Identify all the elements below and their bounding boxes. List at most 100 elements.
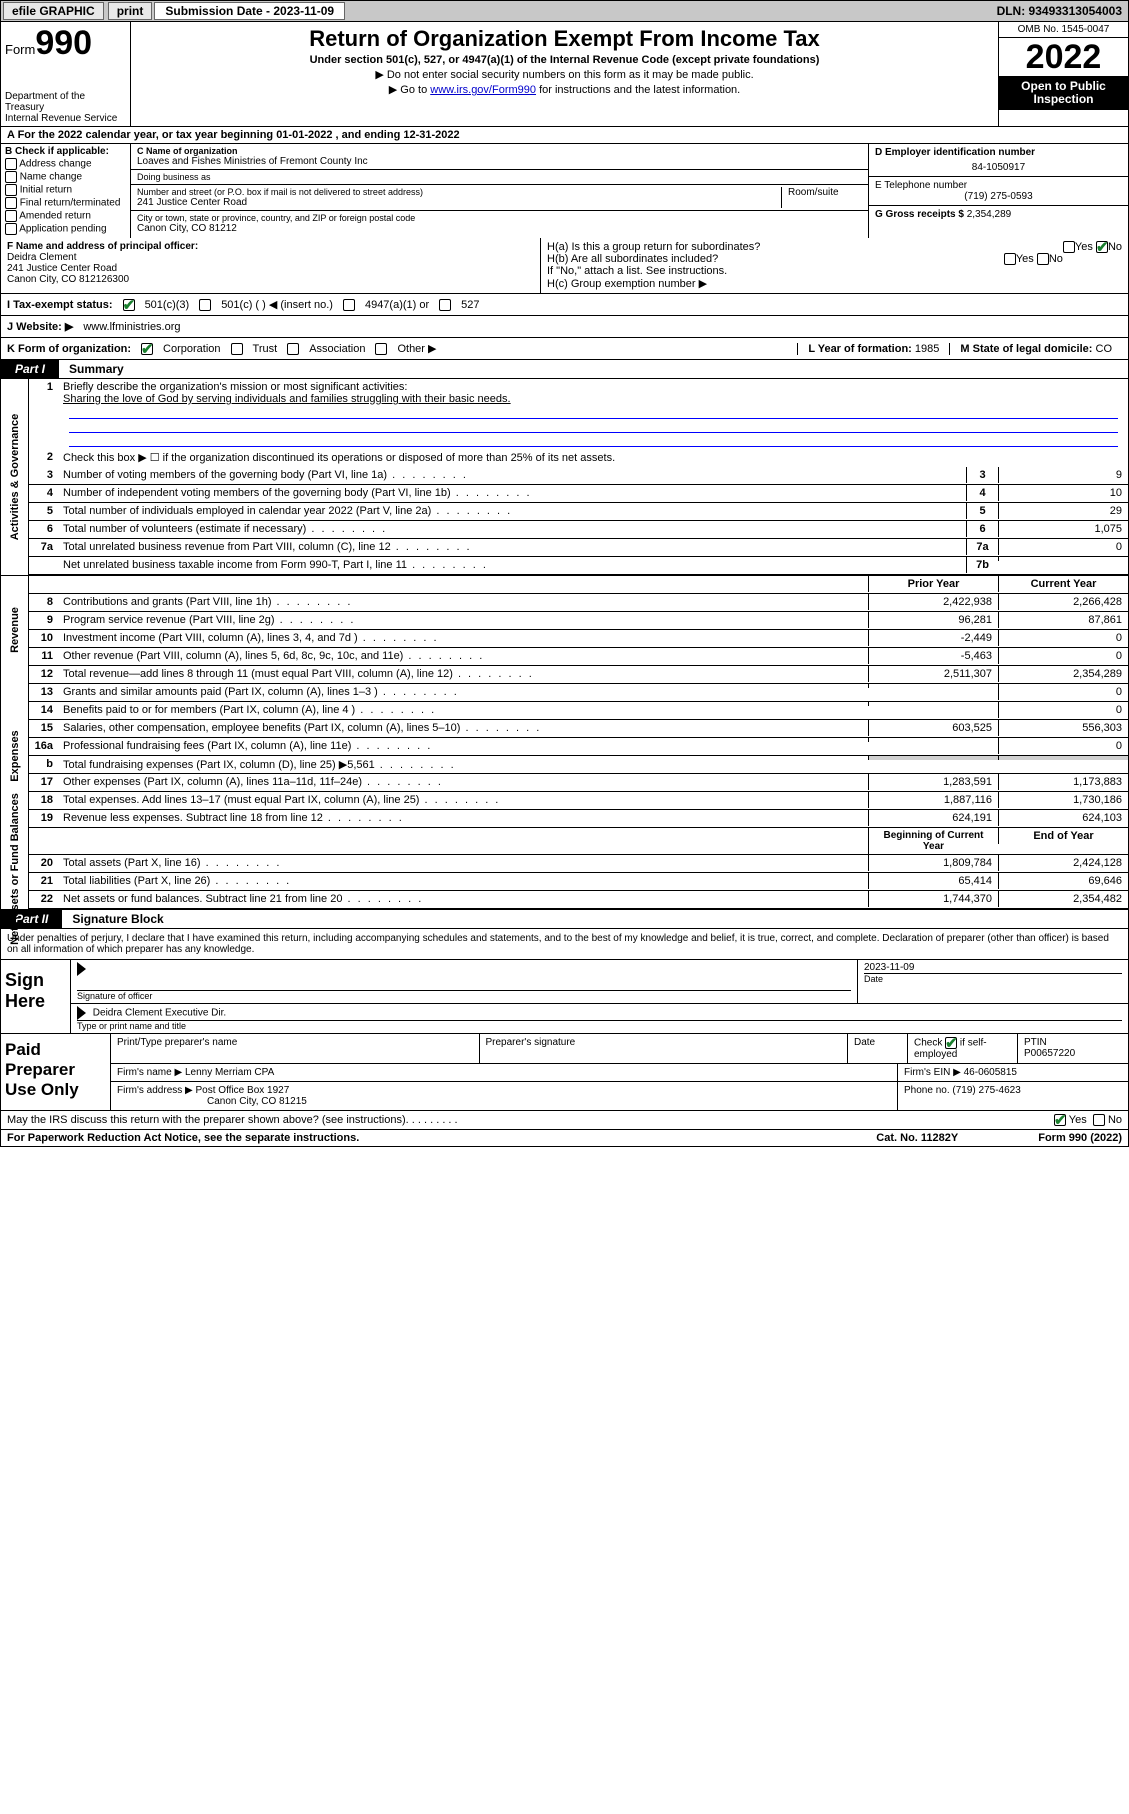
table-row: 12Total revenue—add lines 8 through 11 (… [29, 666, 1128, 684]
firm-name: Lenny Merriam CPA [185, 1067, 274, 1078]
gov-line: 5Total number of individuals employed in… [29, 503, 1128, 521]
chk-501c[interactable] [199, 299, 211, 311]
sig-officer-label: Signature of officer [77, 990, 851, 1001]
irs-label: Internal Revenue Service [5, 113, 126, 124]
ein-value: 84-1050917 [875, 158, 1122, 173]
table-row: 10Investment income (Part VIII, column (… [29, 630, 1128, 648]
chk-name-change[interactable]: Name change [5, 171, 126, 183]
paid-preparer-block: Paid Preparer Use Only Print/Type prepar… [0, 1034, 1129, 1111]
chk-501c3[interactable] [123, 299, 135, 311]
col-d-ids: D Employer identification number 84-1050… [868, 144, 1128, 238]
chk-self-employed[interactable] [945, 1037, 957, 1049]
gov-line: 6Total number of volunteers (estimate if… [29, 521, 1128, 539]
print-button[interactable]: print [108, 2, 153, 20]
dept-treasury: Department of the Treasury [5, 91, 126, 113]
form-word: Form [5, 42, 35, 57]
chk-initial-return[interactable]: Initial return [5, 184, 126, 196]
state-domicile: CO [1096, 343, 1113, 355]
submission-date: Submission Date - 2023-11-09 [154, 2, 345, 20]
tel-label: E Telephone number [875, 180, 1122, 191]
hdr-end-year: End of Year [998, 828, 1128, 844]
table-row: 19Revenue less expenses. Subtract line 1… [29, 810, 1128, 828]
hdr-prior-year: Prior Year [868, 576, 998, 592]
page-footer: For Paperwork Reduction Act Notice, see … [0, 1130, 1129, 1147]
section-bcd: B Check if applicable: Address change Na… [0, 144, 1129, 238]
officer-name: Deidra Clement [7, 252, 76, 263]
hdr-beg-year: Beginning of Current Year [868, 828, 998, 854]
gov-line: 3Number of voting members of the governi… [29, 467, 1128, 485]
officer-addr2: Canon City, CO 812126300 [7, 274, 129, 285]
perjury-statement: Under penalties of perjury, I declare th… [0, 929, 1129, 960]
officer-addr1: 241 Justice Center Road [7, 263, 117, 274]
room-suite-label: Room/suite [782, 187, 862, 208]
chk-4947[interactable] [343, 299, 355, 311]
dln: DLN: 93493313054003 [997, 4, 1128, 18]
h-b-note: If "No," attach a list. See instructions… [547, 265, 1122, 277]
chk-discuss-yes[interactable] [1054, 1114, 1066, 1126]
city-value: Canon City, CO 81212 [137, 223, 862, 234]
row-i-tax-status: I Tax-exempt status: 501(c)(3) 501(c) ( … [0, 294, 1129, 316]
sig-date-value: 2023-11-09 [864, 962, 1122, 973]
chk-trust[interactable] [231, 343, 243, 355]
form-number: 990 [35, 24, 92, 62]
chk-address-change[interactable]: Address change [5, 158, 126, 170]
gov-line: 4Number of independent voting members of… [29, 485, 1128, 503]
paid-preparer-label: Paid Preparer Use Only [1, 1034, 111, 1110]
form-subtitle-1: Under section 501(c), 527, or 4947(a)(1)… [139, 54, 990, 66]
paperwork-notice: For Paperwork Reduction Act Notice, see … [7, 1132, 359, 1144]
chk-discuss-no[interactable] [1093, 1114, 1105, 1126]
efile-label: efile GRAPHIC [3, 2, 104, 20]
sign-here-block: Sign Here Signature of officer 2023-11-0… [0, 960, 1129, 1034]
gov-vlabel: Activities & Governance [9, 414, 21, 541]
chk-amended-return[interactable]: Amended return [5, 210, 126, 222]
part2-header: Part II Signature Block [0, 910, 1129, 929]
prep-date-hdr: Date [848, 1034, 908, 1063]
sign-here-label: Sign Here [1, 960, 71, 1033]
part2-title: Signature Block [62, 912, 163, 926]
table-row: 8Contributions and grants (Part VIII, li… [29, 594, 1128, 612]
gov-line: 7aTotal unrelated business revenue from … [29, 539, 1128, 557]
gross-label: G Gross receipts $ [875, 209, 964, 220]
h-c-row: H(c) Group exemption number ▶ [547, 277, 1122, 290]
table-row: 22Net assets or fund balances. Subtract … [29, 891, 1128, 909]
chk-527[interactable] [439, 299, 451, 311]
firm-phone: (719) 275-4623 [952, 1085, 1020, 1096]
prep-self-employed: Check if self-employed [908, 1034, 1018, 1063]
table-row: 16aProfessional fundraising fees (Part I… [29, 738, 1128, 756]
form-subtitle-2: ▶ Do not enter social security numbers o… [139, 68, 990, 81]
firm-addr1: Post Office Box 1927 [196, 1085, 290, 1096]
chk-other[interactable] [375, 343, 387, 355]
table-row: 15Salaries, other compensation, employee… [29, 720, 1128, 738]
street-value: 241 Justice Center Road [137, 197, 775, 208]
table-row: 17Other expenses (Part IX, column (A), l… [29, 774, 1128, 792]
section-expenses: Expenses 13Grants and similar amounts pa… [0, 684, 1129, 828]
q1-label: Briefly describe the organization's miss… [63, 381, 407, 393]
chk-corporation[interactable] [141, 343, 153, 355]
form990-link[interactable]: www.irs.gov/Form990 [430, 84, 536, 96]
city-label: City or town, state or province, country… [137, 213, 862, 223]
part1-tag: Part I [1, 360, 59, 378]
row-f-h: F Name and address of principal officer:… [0, 238, 1129, 294]
chk-association[interactable] [287, 343, 299, 355]
table-row: 18Total expenses. Add lines 13–17 (must … [29, 792, 1128, 810]
h-a-row: H(a) Is this a group return for subordin… [547, 241, 1122, 253]
part1-header: Part I Summary [0, 360, 1129, 379]
table-row: 9Program service revenue (Part VIII, lin… [29, 612, 1128, 630]
table-row: 11Other revenue (Part VIII, column (A), … [29, 648, 1128, 666]
omb-number: OMB No. 1545-0047 [999, 22, 1128, 38]
table-row: 13Grants and similar amounts paid (Part … [29, 684, 1128, 702]
website-value: www.lfministries.org [83, 321, 180, 333]
firm-addr2: Canon City, CO 81215 [117, 1096, 307, 1107]
form-header: Form990 Department of the Treasury Inter… [0, 22, 1129, 127]
chk-final-return[interactable]: Final return/terminated [5, 197, 126, 209]
table-row: bTotal fundraising expenses (Part IX, co… [29, 756, 1128, 774]
q1-mission: Sharing the love of God by serving indiv… [63, 393, 511, 405]
line-a-tax-year: A For the 2022 calendar year, or tax yea… [0, 127, 1129, 144]
section-net-assets: Net Assets or Fund Balances Beginning of… [0, 828, 1129, 910]
ptin-value: P00657220 [1024, 1048, 1122, 1059]
gov-line: Net unrelated business taxable income fr… [29, 557, 1128, 575]
discuss-question: May the IRS discuss this return with the… [7, 1114, 406, 1126]
chk-application-pending[interactable]: Application pending [5, 223, 126, 235]
form-ref: Form 990 (2022) [1038, 1132, 1122, 1144]
col-b-checkboxes: B Check if applicable: Address change Na… [1, 144, 131, 238]
